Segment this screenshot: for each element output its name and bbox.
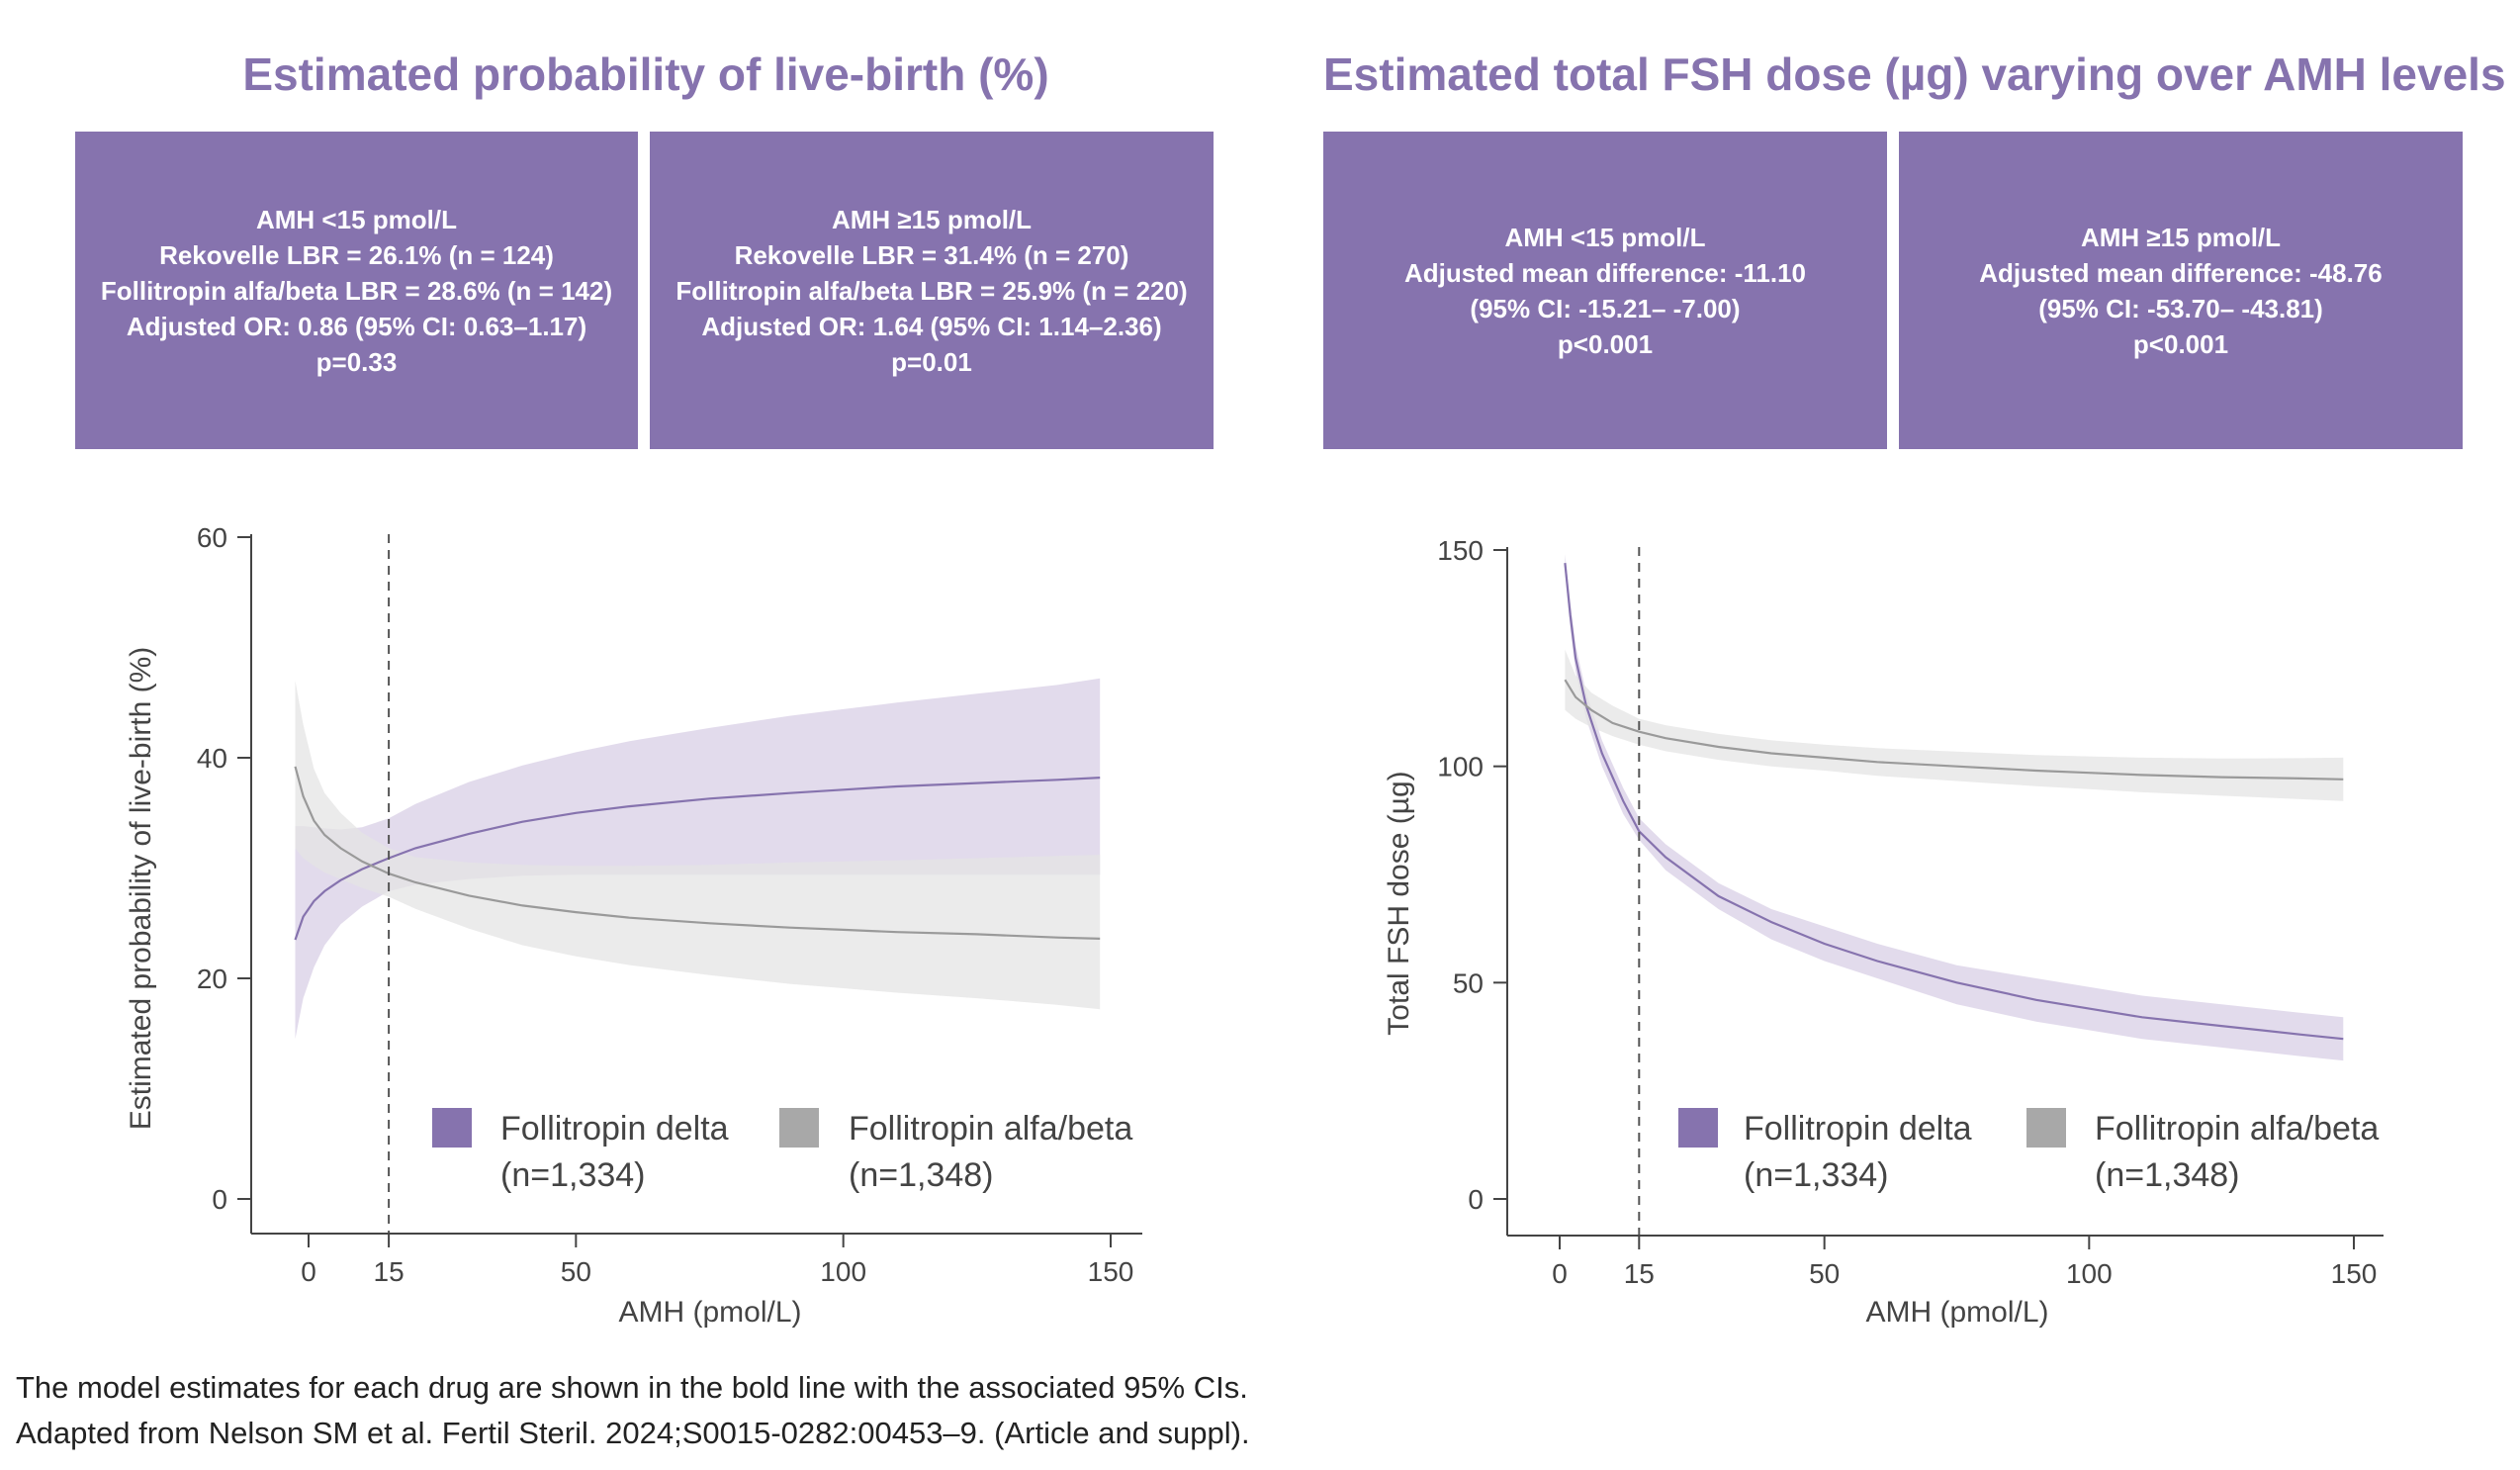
stat-line: Adjusted OR: 1.64 (95% CI: 1.14–2.36)	[701, 311, 1162, 341]
legend-count-alfa: (n=1,348)	[2095, 1156, 2240, 1194]
y-tick-label: 40	[197, 743, 227, 774]
y-tick-label: 150	[1437, 535, 1484, 566]
stat-box-dose-amh-high: AMH ≥15 pmol/L Adjusted mean difference:…	[1899, 132, 2463, 449]
series-line-follitropin-delta	[294, 777, 1101, 941]
footnote-model: The model estimates for each drug are sh…	[16, 1370, 1248, 1405]
chart-legend: Follitropin delta (n=1,334) Follitropin al…	[1678, 1108, 2379, 1194]
legend-label-alfa: Follitropin alfa/beta	[2095, 1110, 2379, 1148]
stat-line: AMH ≥15 pmol/L	[831, 204, 1033, 234]
y-tick-label: 60	[197, 522, 227, 553]
legend-count-delta: (n=1,334)	[500, 1156, 646, 1194]
legend-label-delta: Follitropin delta	[1744, 1110, 1972, 1148]
legend-swatch-delta	[432, 1108, 472, 1148]
stat-line: p<0.001	[1557, 328, 1654, 359]
stat-line: Rekovelle LBR = 31.4% (n = 270)	[734, 239, 1129, 270]
x-axis-label: AMH (pmol/L)	[1865, 1296, 2048, 1329]
y-tick-label: 50	[1453, 967, 1484, 998]
legend-swatch-alfa	[2026, 1108, 2066, 1148]
x-tick-label: 50	[1809, 1258, 1840, 1289]
x-tick-label: 15	[374, 1256, 405, 1287]
stat-box-lbr-amh-high: AMH ≥15 pmol/L Rekovelle LBR = 31.4% (n …	[650, 132, 1214, 449]
y-tick-label: 0	[212, 1184, 227, 1215]
x-tick-label: 150	[1088, 1256, 1134, 1287]
y-axis-label: Total FSH dose (µg)	[1383, 771, 1415, 1035]
left-panel-title: Estimated probability of live-birth (%)	[242, 48, 1049, 100]
live-birth-chart: 0 20 40 60 0 15 50 100 150 AMH (pmol/L) Estimated …	[125, 522, 1142, 1329]
stat-line: Adjusted mean difference: -11.10	[1403, 257, 1807, 288]
stat-line: p=0.33	[315, 346, 398, 377]
stat-line: Follitropin alfa/beta LBR = 28.6% (n = 1…	[100, 275, 613, 306]
y-axis-label: Estimated probability of live-birth (%)	[125, 647, 157, 1131]
stat-box-lbr-amh-low: AMH <15 pmol/L Rekovelle LBR = 26.1% (n …	[75, 132, 638, 449]
y-tick-label: 20	[197, 964, 227, 994]
ci-band-follitropin-delta	[295, 678, 1101, 1040]
series-line-follitropin-alfa-beta	[294, 766, 1101, 940]
footnote-source: Adapted from Nelson SM et al. Fertil Ste…	[16, 1416, 1250, 1450]
stat-line: Adjusted mean difference: -48.76	[1979, 257, 2383, 288]
right-panel-title: Estimated total FSH dose (µg) varying ov…	[1323, 48, 2506, 100]
legend-swatch-alfa	[779, 1108, 819, 1148]
ci-band-follitropin-alfa-beta	[295, 681, 1101, 1010]
x-tick-label: 0	[301, 1256, 316, 1287]
stat-line: p=0.01	[891, 346, 972, 377]
legend-swatch-delta	[1678, 1108, 1718, 1148]
x-axis-label: AMH (pmol/L)	[618, 1296, 801, 1329]
x-tick-label: 100	[2066, 1258, 2113, 1289]
stat-line: (95% CI: -53.70– -43.81)	[2038, 293, 2323, 323]
stat-line: Adjusted OR: 0.86 (95% CI: 0.63–1.17)	[126, 311, 587, 341]
chart-legend: Follitropin delta (n=1,334) Follitropin al…	[432, 1108, 1132, 1194]
x-tick-label: 15	[1624, 1258, 1655, 1289]
x-tick-label: 100	[820, 1256, 866, 1287]
legend-label-delta: Follitropin delta	[500, 1110, 729, 1148]
stat-line: AMH <15 pmol/L	[256, 204, 457, 234]
legend-count-alfa: (n=1,348)	[849, 1156, 994, 1194]
fsh-dose-chart: 0 50 100 150 0 15 50 100 150 AMH (pmol/L) Total FS…	[1383, 535, 2384, 1329]
stat-box-dose-amh-low: AMH <15 pmol/L Adjusted mean difference:…	[1323, 132, 1887, 449]
ci-band-follitropin-alfa-beta	[1565, 649, 2344, 801]
ci-band-follitropin-delta	[1565, 554, 2344, 1061]
legend-count-delta: (n=1,334)	[1744, 1156, 1889, 1194]
stat-line: (95% CI: -15.21– -7.00)	[1470, 293, 1741, 323]
series-line-follitropin-alfa-beta	[1564, 679, 2344, 781]
x-tick-label: 150	[2331, 1258, 2378, 1289]
y-tick-label: 0	[1468, 1184, 1484, 1215]
x-tick-label: 0	[1552, 1258, 1568, 1289]
stat-line: p<0.001	[2132, 328, 2229, 359]
legend-label-alfa: Follitropin alfa/beta	[849, 1110, 1132, 1148]
x-tick-label: 50	[561, 1256, 591, 1287]
stat-line: Follitropin alfa/beta LBR = 25.9% (n = 2…	[675, 275, 1188, 306]
stat-line: AMH ≥15 pmol/L	[2080, 222, 2282, 252]
stat-line: Rekovelle LBR = 26.1% (n = 124)	[159, 239, 554, 270]
y-tick-label: 100	[1437, 752, 1484, 782]
stat-line: AMH <15 pmol/L	[1504, 222, 1706, 252]
